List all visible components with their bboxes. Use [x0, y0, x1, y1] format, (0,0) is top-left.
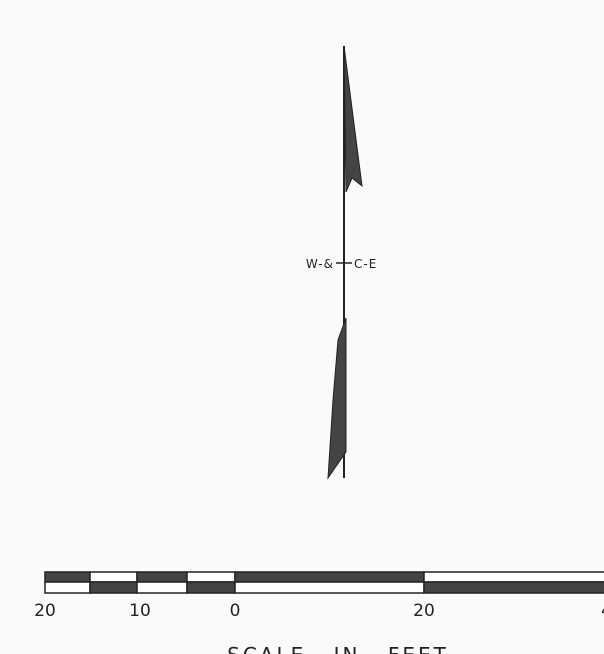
scale-segment [136, 571, 188, 583]
scale-label: 20 [413, 601, 435, 621]
scale-label: 20 [34, 601, 56, 621]
scale-segment [89, 571, 138, 583]
scale-segment [234, 571, 425, 583]
scale-labels: 20 10 0 20 40 [34, 601, 604, 621]
scale-segment [186, 571, 236, 583]
label-left: W-& [306, 257, 334, 271]
scale-segment [44, 571, 91, 583]
north-arrow: W-& C-E [306, 45, 377, 480]
scale-bar [44, 571, 604, 594]
scale-segment [423, 571, 604, 583]
arrow-tail-flag [327, 317, 347, 480]
scale-label: 40 [601, 601, 604, 621]
scale-segment [423, 581, 604, 594]
scale-segment [136, 581, 188, 594]
scale-segment [44, 581, 91, 594]
scale-caption: SCALE IN FEET [227, 643, 449, 654]
scale-segment [234, 581, 425, 594]
scale-label: 0 [230, 601, 241, 621]
scale-segment [89, 581, 138, 594]
label-right: C-E [354, 257, 377, 271]
scale-segment [186, 581, 236, 594]
scale-label: 10 [129, 601, 151, 621]
arrow-head-flag [343, 45, 363, 193]
